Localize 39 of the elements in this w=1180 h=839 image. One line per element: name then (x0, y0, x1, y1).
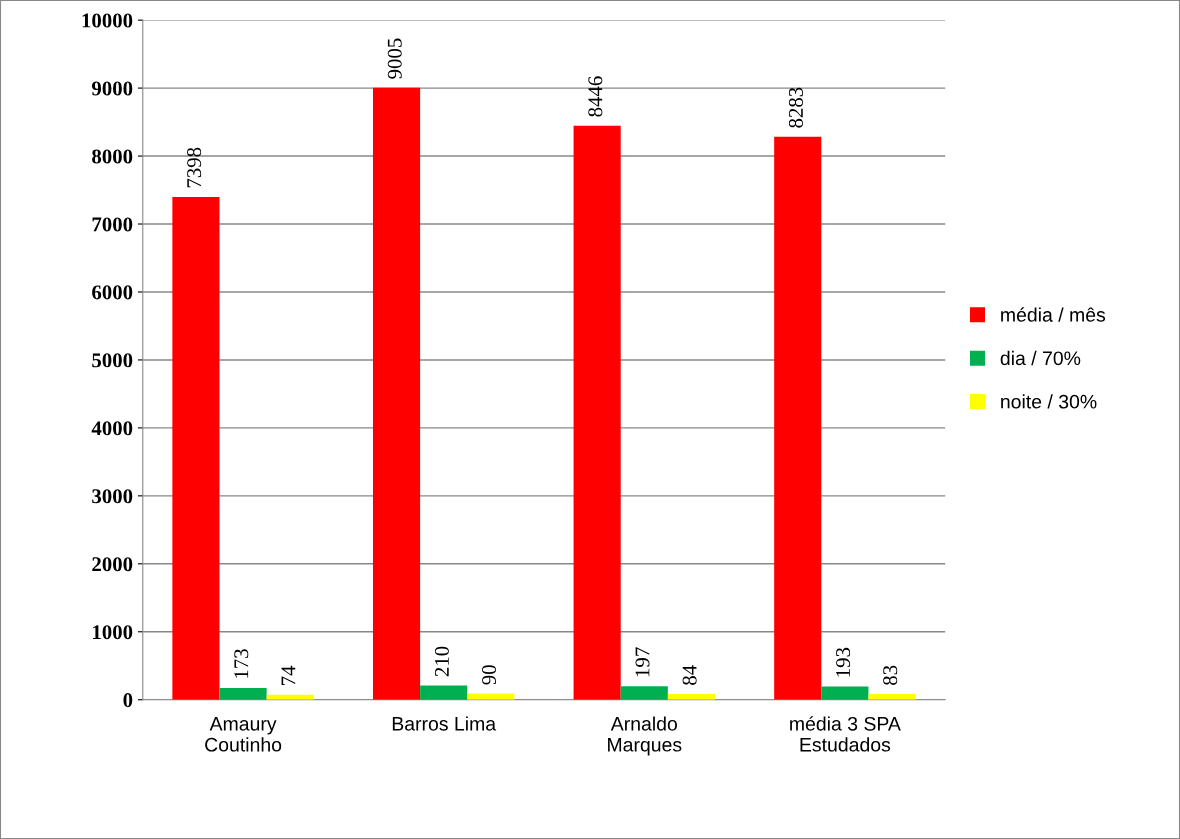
data-label: 90 (481, 665, 497, 685)
data-label: 197 (635, 647, 650, 677)
data-label: 83 (883, 665, 898, 685)
bar (620, 686, 668, 700)
y-tick-label: 4000 (91, 421, 133, 436)
y-tick-label: 3000 (92, 489, 133, 504)
legend-label: dia / 70% (1000, 350, 1081, 366)
bar (821, 686, 869, 700)
x-tick-label: Arnaldo Marques (608, 716, 682, 756)
x-tick-label: Barros Lima (392, 716, 497, 731)
bar (420, 685, 468, 700)
bar (372, 87, 421, 700)
bar (573, 125, 621, 700)
data-label: 8283 (788, 87, 803, 128)
x-tick-label: média 3 SPA Estudados (790, 716, 901, 752)
data-label: 173 (234, 649, 249, 678)
data-label: 74 (281, 665, 296, 685)
y-tick-label: 7000 (92, 217, 133, 232)
y-tick-label: 0 (123, 693, 133, 708)
bar (774, 136, 822, 700)
data-label: 84 (682, 665, 697, 685)
y-tick-label: 10000 (82, 13, 133, 28)
data-label: 8446 (588, 76, 603, 117)
data-label: 193 (836, 647, 851, 677)
x-tick-label: Amaury Coutinho (205, 717, 282, 752)
data-label: 9005 (387, 38, 402, 79)
legend-label: média / mês (1001, 307, 1106, 322)
bar (172, 196, 220, 700)
legend-label: noite / 30% (1001, 394, 1097, 409)
y-tick-label: 9000 (91, 81, 133, 96)
y-tick-label: 1000 (93, 625, 133, 640)
bar (868, 694, 916, 700)
y-tick-label: 5000 (92, 353, 133, 368)
y-tick-label: 2000 (92, 557, 133, 572)
bar (219, 687, 267, 700)
y-tick-label: 8000 (92, 149, 133, 164)
y-tick-label: 6000 (92, 285, 133, 300)
data-label: 210 (434, 646, 449, 677)
data-label: 7398 (187, 147, 202, 188)
